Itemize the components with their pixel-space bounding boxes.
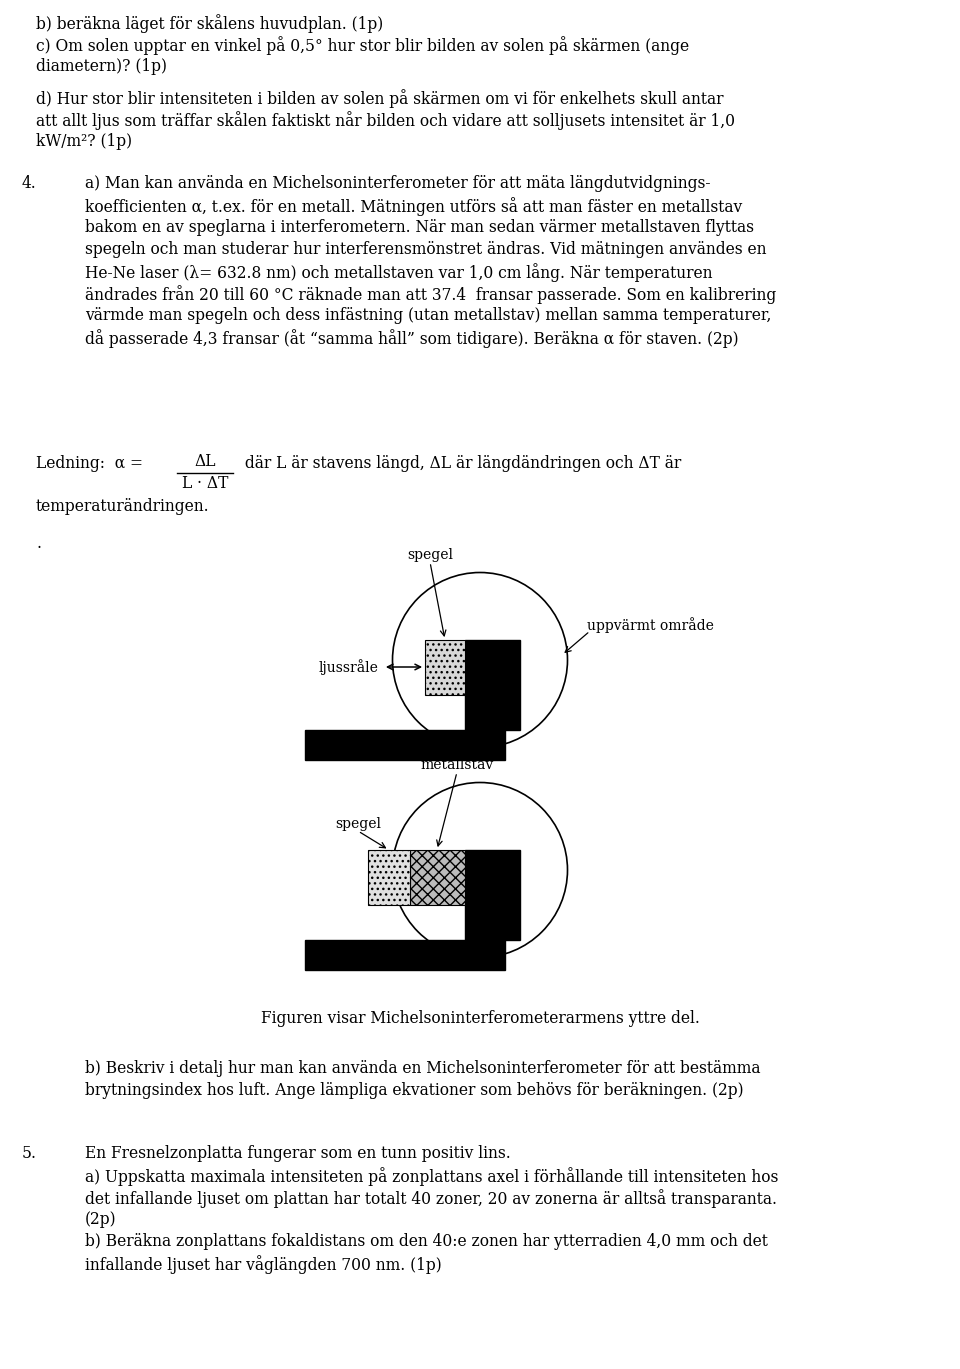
Bar: [305, 941, 505, 971]
Text: L · ΔT: L · ΔT: [181, 475, 228, 491]
Text: koefficienten α, t.ex. för en metall. Mätningen utförs så att man fäster en meta: koefficienten α, t.ex. för en metall. Mä…: [85, 197, 742, 216]
Text: .: .: [36, 535, 41, 552]
Text: där L är stavens längd, ΔL är längdändringen och ΔT är: där L är stavens längd, ΔL är längdändri…: [240, 455, 682, 472]
Text: uppvärmt område: uppvärmt område: [587, 617, 714, 632]
Text: brytningsindex hos luft. Ange lämpliga ekvationer som behövs för beräkningen. (2: brytningsindex hos luft. Ange lämpliga e…: [85, 1082, 744, 1099]
Text: diametern)? (1p): diametern)? (1p): [36, 57, 167, 75]
Text: då passerade 4,3 fransar (åt “samma håll” som tidigare). Beräkna α för staven. (: då passerade 4,3 fransar (åt “samma håll…: [85, 329, 738, 348]
Bar: [465, 850, 520, 941]
Text: metallstav: metallstav: [420, 758, 493, 772]
Text: b) Beräkna zonplattans fokaldistans om den 40:e zonen har ytterradien 4,0 mm och: b) Beräkna zonplattans fokaldistans om d…: [85, 1233, 768, 1250]
Text: kW/m²? (1p): kW/m²? (1p): [36, 133, 132, 149]
Text: värmde man spegeln och dess infästning (utan metallstav) mellan samma temperatur: värmde man spegeln och dess infästning (…: [85, 307, 772, 324]
Bar: [368, 850, 410, 905]
Text: ändrades från 20 till 60 °C räknade man att 37.4  fransar passerade. Som en kali: ändrades från 20 till 60 °C räknade man …: [85, 285, 777, 304]
Text: 5.: 5.: [22, 1144, 37, 1162]
Text: att allt ljus som träffar skålen faktiskt når bilden och vidare att solljusets i: att allt ljus som träffar skålen faktisk…: [36, 111, 735, 130]
Text: Figuren visar Michelsoninterferometerarmens yttre del.: Figuren visar Michelsoninterferometerarm…: [260, 1010, 700, 1027]
Text: d) Hur stor blir intensiteten i bilden av solen på skärmen om vi för enkelhets s: d) Hur stor blir intensiteten i bilden a…: [36, 89, 724, 108]
Text: spegeln och man studerar hur interferensmönstret ändras. Vid mätningen användes : spegeln och man studerar hur interferens…: [85, 241, 766, 257]
Text: a) Man kan använda en Michelsoninterferometer för att mäta längdutvidgnings-: a) Man kan använda en Michelsoninterfero…: [85, 175, 710, 192]
Bar: [425, 639, 465, 695]
Text: b) beräkna läget för skålens huvudplan. (1p): b) beräkna läget för skålens huvudplan. …: [36, 14, 383, 33]
Text: ljussråle: ljussråle: [318, 658, 378, 675]
Text: det infallande ljuset om plattan har totalt 40 zoner, 20 av zonerna är alltså tr: det infallande ljuset om plattan har tot…: [85, 1190, 777, 1207]
Text: spegel: spegel: [407, 548, 453, 563]
Text: 4.: 4.: [22, 175, 36, 192]
Bar: [465, 639, 520, 730]
Text: bakom en av speglarna i interferometern. När man sedan värmer metallstaven flytt: bakom en av speglarna i interferometern.…: [85, 219, 754, 235]
Text: (2p): (2p): [85, 1212, 116, 1228]
Text: Ledning:  α =: Ledning: α =: [36, 455, 143, 472]
Text: a) Uppskatta maximala intensiteten på zonplattans axel i förhållande till intens: a) Uppskatta maximala intensiteten på zo…: [85, 1166, 779, 1186]
Bar: [410, 850, 465, 905]
Text: ΔL: ΔL: [194, 453, 216, 470]
Text: spegel: spegel: [335, 817, 381, 831]
Bar: [305, 730, 505, 760]
Text: b) Beskriv i detalj hur man kan använda en Michelsoninterferometer för att bestä: b) Beskriv i detalj hur man kan använda …: [85, 1060, 760, 1077]
Text: infallande ljuset har våglängden 700 nm. (1p): infallande ljuset har våglängden 700 nm.…: [85, 1255, 442, 1275]
Text: temperaturändringen.: temperaturändringen.: [36, 498, 209, 515]
Text: He-Ne laser (λ= 632.8 nm) och metallstaven var 1,0 cm lång. När temperaturen: He-Ne laser (λ= 632.8 nm) och metallstav…: [85, 263, 712, 282]
Text: En Fresnelzonplatta fungerar som en tunn positiv lins.: En Fresnelzonplatta fungerar som en tunn…: [85, 1144, 511, 1162]
Text: c) Om solen upptar en vinkel på 0,5° hur stor blir bilden av solen på skärmen (a: c) Om solen upptar en vinkel på 0,5° hur…: [36, 36, 689, 55]
